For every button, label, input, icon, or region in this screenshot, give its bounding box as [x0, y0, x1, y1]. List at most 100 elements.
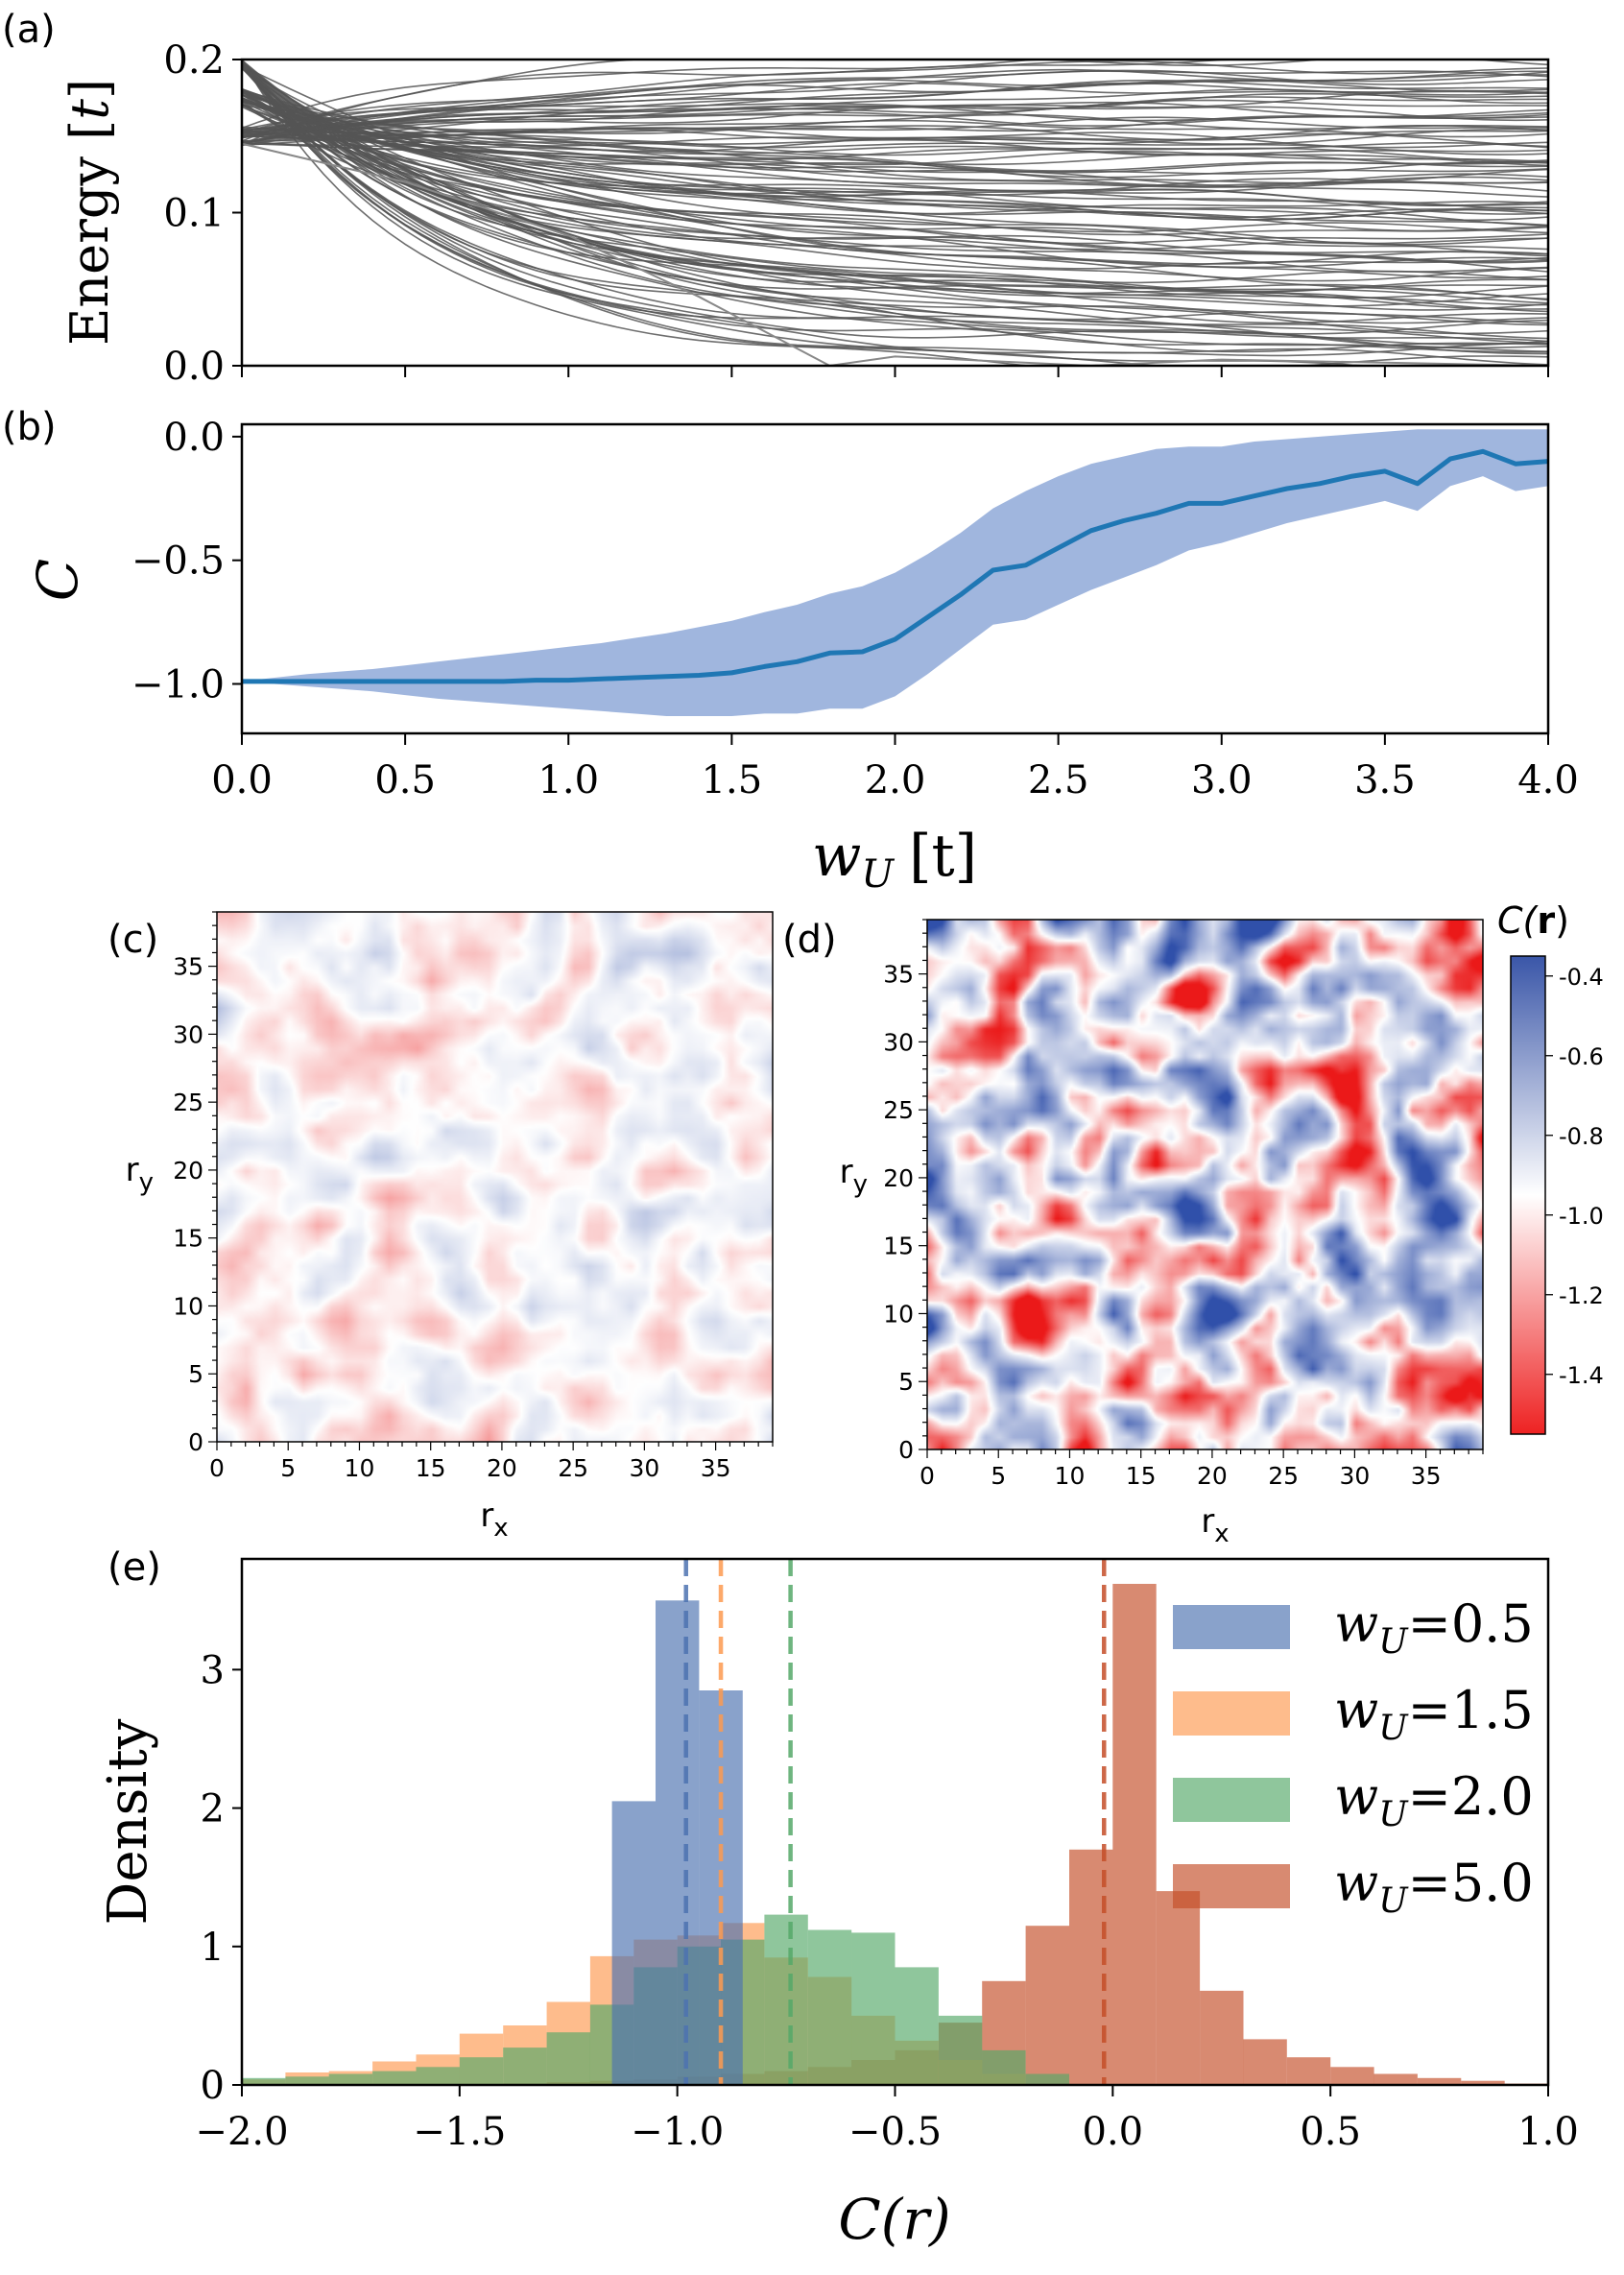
legend-w: w: [1334, 1593, 1378, 1654]
xtick-label: 20: [1197, 1462, 1228, 1490]
panel-b-xticks: 0.0 0.5 1.0 1.5 2.0 2.5 3.0 3.5 4.0: [211, 733, 1579, 802]
hist-bar: [938, 2015, 983, 2085]
panel-b: (b) 0.0 −0.5 −1.0 0.0 0.5 1.0 1.5 2.0 2.5 3.0 3.5…: [2, 405, 1579, 897]
colorbar-tick-label: -0.6: [1559, 1043, 1604, 1070]
mean-line: [242, 448, 1548, 684]
hist-bar: [1286, 2057, 1331, 2085]
energy-level-line: [242, 62, 1548, 346]
energy-level-line: [242, 96, 1548, 221]
xtick-label: 1.0: [537, 758, 599, 802]
panel-c-frame: [216, 911, 774, 1443]
xtick-label: 30: [629, 1454, 659, 1482]
panel-b-xlabel-sub: U: [861, 852, 895, 897]
legend-w: w: [1334, 1766, 1378, 1827]
xtick-label: 0.0: [211, 758, 273, 802]
colorbar-ticks: -0.4 -0.6 -0.8 -1.0 -1.2 -1.4: [1545, 964, 1604, 1389]
hist-bar: [328, 2073, 373, 2085]
panel-e-xlabel: C(r): [838, 2187, 950, 2252]
panel-a-ylabel-unit: t: [60, 99, 120, 120]
energy-level-line: [242, 82, 1548, 145]
ytick-label: −1.0: [131, 662, 225, 706]
ytick-label: −0.5: [131, 539, 225, 584]
xtick-label: 30: [1339, 1462, 1370, 1490]
energy-level-line: [242, 104, 1548, 215]
legend-swatch: [1173, 1691, 1290, 1736]
legend-sub: U: [1378, 1709, 1409, 1748]
xtick-label: 2.0: [865, 758, 926, 802]
legend-entry: wU=2.0: [1334, 1766, 1534, 1834]
energy-level-line: [242, 102, 1548, 255]
panel-e-xticks: −2.0 −1.5 −1.0 −0.5 0.0 0.5 1.0: [195, 2085, 1579, 2154]
energy-level-line: [242, 67, 1548, 293]
colorbar-tick-label: -1.2: [1559, 1282, 1604, 1309]
energy-level-line: [242, 96, 1548, 139]
ytick-label: 10: [883, 1300, 914, 1328]
energy-level-line: [242, 132, 1548, 149]
lowest-energy-level: [242, 142, 1548, 366]
legend-swatch: [1173, 1778, 1290, 1822]
ytick-label: 25: [173, 1089, 203, 1116]
colorbar-tick-label: -0.8: [1559, 1123, 1604, 1150]
panel-b-xlabel-w: w: [812, 823, 861, 890]
ytick-label: 5: [188, 1360, 203, 1388]
hist-bar: [982, 2049, 1026, 2085]
ytick-label: 15: [883, 1233, 914, 1260]
energy-level-line: [242, 135, 1548, 163]
xtick-label: 20: [487, 1454, 517, 1482]
energy-level-line: [242, 99, 1548, 134]
energy-level-line: [242, 92, 1548, 138]
colorbar-label: C(r): [1497, 899, 1569, 942]
energy-level-line: [242, 66, 1548, 300]
hist-bar: [1112, 1584, 1157, 2085]
ytick-label: 0: [201, 2064, 225, 2108]
xtick-label: 35: [1411, 1462, 1442, 1490]
xtick-label: 1.5: [702, 758, 763, 802]
uncertainty-band: [242, 429, 1548, 716]
panel-d-label: (d): [782, 918, 837, 962]
hist-bar: [851, 1932, 896, 2085]
energy-level-line: [242, 89, 1548, 145]
panel-c-ylabel-r: r: [126, 1151, 139, 1189]
panel-c-xlabel: rx: [480, 1497, 508, 1543]
energy-level-line: [242, 116, 1548, 133]
hist-bar: [1025, 2073, 1069, 2085]
legend-w: w: [1334, 1853, 1378, 1913]
energy-level-line: [242, 129, 1548, 166]
legend-entry: wU=1.5: [1334, 1680, 1534, 1748]
xtick-label: 10: [345, 1454, 375, 1482]
energy-level-line: [242, 90, 1548, 282]
ytick-label: 10: [173, 1292, 203, 1320]
xtick-label: 0.5: [374, 758, 436, 802]
energy-level-line: [242, 132, 1548, 168]
panel-d-xlabel: rx: [1201, 1502, 1229, 1548]
legend-entry: wU=0.5: [1334, 1593, 1534, 1662]
panel-a-yticks: 0.0 0.1 0.2: [163, 38, 242, 389]
hist-bar: [1330, 2067, 1374, 2085]
ytick-label: 3: [201, 1648, 225, 1692]
energy-level-line: [242, 60, 1548, 366]
panel-b-yticks: 0.0 −0.5 −1.0: [131, 416, 242, 706]
hist-bar: [764, 1914, 808, 2085]
hist-bar: [503, 2048, 547, 2085]
hist-bar: [1417, 2077, 1462, 2085]
energy-level-line: [242, 87, 1548, 265]
panel-b-ylabel: C: [25, 559, 90, 601]
hist-bar: [285, 2076, 329, 2085]
xtick-label: −2.0: [195, 2110, 288, 2154]
legend-value: =0.5: [1408, 1593, 1534, 1654]
colorbar: [1510, 955, 1546, 1435]
energy-level-line: [242, 113, 1548, 143]
legend-entry: wU=5.0: [1334, 1853, 1534, 1921]
ytick-label: 0.1: [163, 192, 225, 236]
xtick-label: 15: [416, 1454, 446, 1482]
panel-b-xlabel: wU [t]: [812, 823, 977, 897]
xtick-label: 15: [1126, 1462, 1157, 1490]
xtick-label: 0.5: [1300, 2110, 1361, 2154]
hist-bar: [1200, 1990, 1244, 2085]
ytick-label: 0: [188, 1428, 203, 1456]
energy-level-line: [242, 60, 1548, 357]
panel-d-ylabel-sub: y: [853, 1170, 868, 1199]
ytick-label: 30: [173, 1020, 203, 1048]
